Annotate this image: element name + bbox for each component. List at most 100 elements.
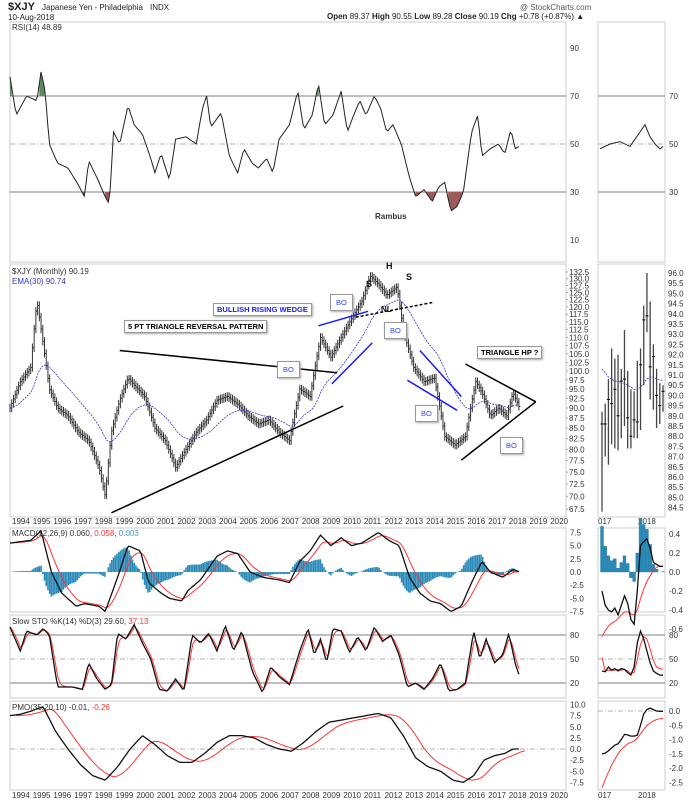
macd-histogram-bar	[36, 566, 39, 572]
macd-histogram-bar	[224, 564, 227, 572]
price-axis-tick: 67.5	[569, 505, 585, 514]
macd-histogram-bar	[169, 572, 172, 579]
low-value: 89.28	[432, 12, 453, 21]
macd-histogram-bar	[226, 565, 229, 572]
macd-histogram-bar	[16, 571, 18, 572]
macd-histogram-bar	[202, 562, 204, 572]
macd-histogram-bar	[247, 572, 249, 582]
price-axis-tick: 72.5	[569, 480, 585, 489]
rsi-extreme-fill	[415, 192, 421, 196]
macd-histogram-bar	[254, 572, 256, 580]
macd-histogram-bar	[66, 572, 68, 587]
side-macd-signal-line	[601, 565, 664, 637]
date-axis-tick: 2000	[136, 517, 154, 526]
macd-histogram-bar	[309, 561, 311, 572]
sto-panel-frame	[9, 614, 567, 699]
label-head: H	[386, 261, 393, 271]
macd-histogram-bar	[159, 572, 161, 583]
macd-histogram-bar	[119, 550, 122, 572]
annotation-triangle-hp: TRIANGLE HP ?	[477, 346, 543, 359]
annotation-bo: BO	[384, 322, 407, 339]
macd-histogram-bar	[198, 564, 201, 572]
date-axis-tick-bottom: 2010	[343, 791, 361, 800]
macd-histogram-bar	[314, 560, 317, 572]
date-axis-tick-bottom: 2019	[530, 791, 548, 800]
macd-histogram-bar	[404, 572, 406, 589]
macd-histogram-bar	[14, 571, 16, 572]
high-label: High	[371, 12, 390, 21]
macd-histogram-bar	[242, 572, 244, 579]
macd-histogram-bar	[59, 572, 61, 593]
macd-histogram-bar	[40, 565, 42, 572]
macd-histogram-bar	[283, 572, 286, 575]
date-axis-tick-bottom: 2004	[219, 791, 237, 800]
side-pmo-axis-tick: -2.0	[669, 764, 683, 773]
macd-histogram-bar	[267, 572, 270, 576]
macd-histogram-bar	[342, 570, 344, 572]
macd-histogram-bar	[442, 572, 444, 577]
macd-histogram-bar	[43, 572, 46, 581]
macd-histogram-bar	[114, 555, 117, 572]
macd-histogram-bar	[438, 572, 441, 577]
date-axis-tick-bottom: 2015	[447, 791, 465, 800]
macd-histogram-bar	[423, 572, 425, 585]
sto-legend: Slow STO %K(14) %D(3) 29.60, 37.13	[12, 617, 149, 626]
macd-histogram-bar	[281, 572, 284, 575]
side-pmo-axis-tick: 0.0	[669, 707, 681, 716]
annotation-rising-wedge: BULLISH RISING WEDGE	[213, 303, 312, 316]
macd-histogram-bar	[392, 572, 394, 577]
date-axis-tick-bottom: 2012	[385, 791, 403, 800]
annotation-5pt-triangle: 5 PT TRIANGLE REVERSAL PATTERN	[124, 320, 268, 333]
trendline-triangle-bottom	[460, 401, 537, 461]
side-price-axis-tick: 86.5	[668, 463, 684, 472]
macd-histogram-bar	[331, 572, 334, 574]
side-price-axis-tick: 92.5	[668, 340, 684, 349]
macd-histogram-bar	[60, 572, 63, 592]
date-axis-tick-bottom: 1995	[33, 791, 51, 800]
macd-histogram-bar	[454, 572, 456, 574]
macd-histogram-bar	[179, 572, 182, 576]
rsi-axis-tick: 70	[570, 92, 579, 101]
macd-histogram-bar	[316, 559, 318, 572]
macd-histogram-bar	[349, 572, 351, 576]
macd-axis-tick: -5.0	[570, 594, 584, 603]
date-axis-tick-bottom: 2013	[405, 791, 423, 800]
macd-histogram-bar	[366, 568, 368, 572]
macd-histogram-bar	[307, 561, 310, 572]
macd-histogram-bar	[285, 572, 287, 575]
date-axis-tick: 2020	[550, 517, 568, 526]
macd-histogram-bar	[38, 566, 41, 572]
date-axis-tick-bottom: 1998	[95, 791, 113, 800]
macd-histogram-bar	[430, 572, 432, 581]
annotation-bo: BO	[415, 405, 438, 422]
date-axis-tick: 1996	[53, 517, 71, 526]
macd-histogram-bar	[269, 572, 272, 575]
side-price-axis-tick: 87.0	[668, 453, 684, 462]
macd-histogram-bar	[409, 572, 411, 593]
date-axis-tick-bottom: 2009	[323, 791, 341, 800]
side-price-axis-tick: 85.0	[668, 493, 684, 502]
trendline-falling-wedge-bottom	[407, 379, 458, 411]
macd-histogram-bar	[312, 560, 315, 572]
side-sto-axis-tick: 80	[669, 631, 678, 640]
date-axis-tick: 2008	[302, 517, 320, 526]
macd-signal-value: 0.058	[94, 529, 115, 538]
macd-histogram-bar	[223, 564, 225, 572]
side-price-axis-tick: 90.5	[668, 381, 684, 390]
macd-histogram-bar	[211, 560, 213, 572]
macd-histogram-bar	[21, 571, 23, 572]
macd-histogram-bar	[26, 570, 29, 572]
macd-histogram-bar	[166, 572, 168, 580]
macd-histogram-bar	[469, 557, 472, 572]
side-price-axis-tick: 84.5	[668, 504, 684, 513]
price-axis-tick: 95.0	[569, 385, 585, 394]
macd-histogram-bar	[98, 572, 101, 575]
date-axis-tick: 2013	[405, 517, 423, 526]
side-macd-histogram-bar	[648, 544, 652, 573]
macd-histogram-bar	[336, 569, 339, 572]
side-date-tick-bottom: 2018	[638, 791, 656, 800]
date-axis-tick-bottom: 2017	[488, 791, 506, 800]
side-date-tick: 017	[598, 517, 612, 526]
macd-histogram-bar	[71, 572, 73, 584]
date-axis-tick: 2016	[467, 517, 485, 526]
